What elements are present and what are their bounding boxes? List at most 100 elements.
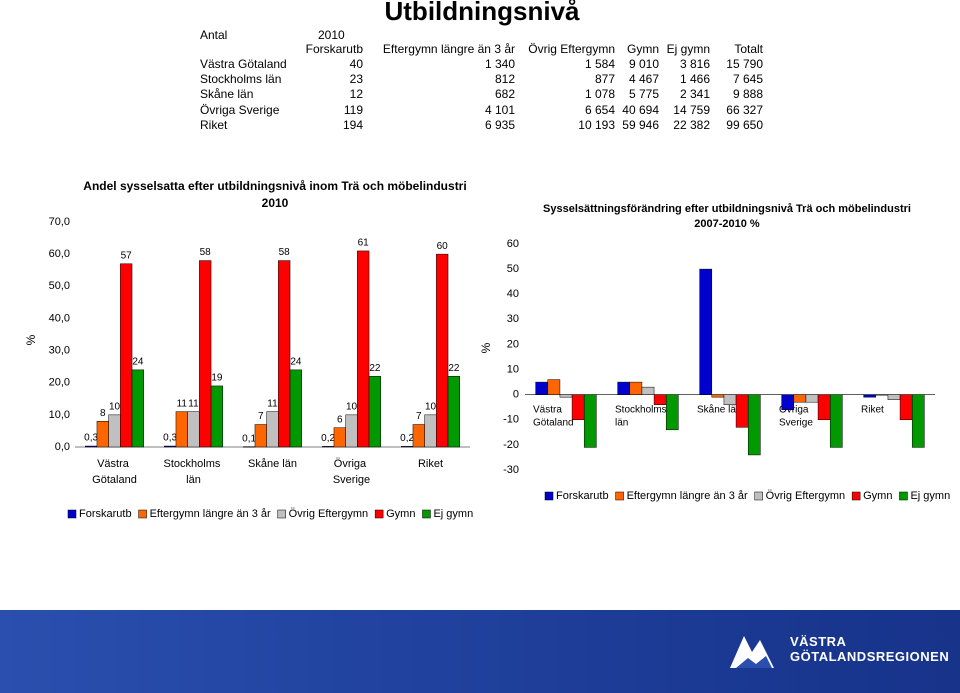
bar: [424, 414, 437, 448]
data-label: 19: [211, 373, 223, 384]
bar: [793, 394, 807, 403]
legend-swatch: [851, 491, 861, 501]
legend-label: Eftergymn längre än 3 år: [627, 490, 748, 502]
y-tick-label: 20: [507, 338, 519, 350]
legend-swatch: [754, 491, 763, 501]
legend-label: Gymn: [386, 508, 415, 520]
row-label: Västra Götaland: [200, 57, 287, 71]
data-label: 11: [188, 398, 199, 409]
table-cell: 1 340: [484, 57, 515, 71]
y-tick-label: 40,0: [49, 312, 70, 324]
table-cell: 1 584: [584, 57, 615, 71]
y-axis-label: %: [479, 342, 493, 353]
legend-label: Övrig Eftergymn: [289, 508, 368, 520]
bar: [108, 414, 121, 448]
y-tick-label: -10: [503, 414, 519, 426]
logo-wave: [736, 656, 772, 668]
table-cell: 6 654: [584, 102, 615, 117]
bar: [711, 394, 725, 398]
bar: [278, 260, 291, 448]
table-cell: 40 694: [622, 102, 659, 117]
table-cell: 682: [494, 87, 515, 102]
bar: [653, 394, 667, 405]
row-label: Stockholms län: [200, 72, 282, 87]
legend-label: Ej gymn: [910, 490, 950, 502]
data-label: 6: [337, 414, 343, 425]
bar: [641, 386, 655, 395]
legend-swatch: [544, 491, 554, 501]
table-cell: 22 382: [673, 117, 710, 132]
bar: [210, 385, 223, 448]
y-tick-label: 40: [507, 288, 519, 300]
data-label: 61: [358, 238, 370, 249]
bar: [571, 394, 585, 421]
table-cell: 10 193: [578, 117, 615, 132]
bar: [875, 394, 889, 396]
bar: [322, 446, 335, 448]
table-cell: 9 888: [732, 87, 763, 102]
bar: [829, 394, 843, 448]
y-tick-label: 0,0: [55, 441, 70, 453]
table-cell: 1 078: [584, 87, 615, 102]
row-label: Riket: [200, 117, 228, 132]
y-tick-label: 10: [507, 363, 519, 375]
y-tick-label: 20,0: [49, 377, 70, 389]
data-label: 7: [258, 411, 264, 422]
y-axis-label: %: [24, 334, 38, 345]
table-cell: 877: [594, 72, 615, 87]
bar: [583, 394, 597, 448]
table-cell: 3 816: [679, 57, 710, 71]
data-label: 8: [100, 408, 106, 419]
y-tick-label: 50: [507, 263, 519, 275]
table-cell: 4 467: [628, 72, 659, 87]
bar: [559, 394, 573, 398]
legend-swatch: [67, 509, 77, 519]
bar: [357, 250, 370, 448]
bar: [96, 421, 109, 448]
chart-subtitle: 2010: [262, 196, 289, 210]
y-tick-label: 60,0: [49, 248, 70, 260]
y-tick-label: 10,0: [49, 409, 70, 421]
bar: [723, 394, 737, 405]
legend-label: Forskarutb: [556, 490, 609, 502]
data-label: 57: [121, 250, 133, 261]
column-header: Eftergymn längre än 3 år: [382, 42, 515, 56]
chart-title: Sysselsättningsförändring efter utbildni…: [543, 203, 911, 215]
x-tick-label: Västra Götaland: [92, 458, 137, 486]
x-tick-label: Skåne län: [248, 458, 297, 470]
data-label: 7: [416, 411, 422, 422]
bar: [699, 268, 713, 395]
table-cell: 119: [343, 102, 363, 117]
legend-swatch: [277, 509, 286, 519]
table-cell: 66 327: [726, 102, 763, 117]
table-cell: 5 775: [628, 87, 659, 102]
y-tick-label: -30: [503, 464, 519, 476]
data-label: 10: [346, 401, 358, 412]
data-label: 58: [200, 247, 212, 258]
table-cell: 6 935: [484, 117, 515, 132]
logo-icon: [730, 636, 774, 668]
legend-label: Gymn: [863, 490, 892, 502]
table-cell: 2 341: [679, 87, 710, 102]
legend-label: Ej gymn: [433, 508, 473, 520]
x-tick-label: Riket: [418, 458, 443, 470]
bar: [120, 263, 133, 448]
data-label: 58: [279, 247, 291, 258]
bar: [412, 424, 425, 448]
column-header: Övrig Eftergymn: [528, 42, 615, 56]
y-tick-label: 50,0: [49, 280, 70, 292]
data-label: 22: [369, 363, 381, 374]
table-year: 2010: [318, 28, 345, 42]
bar: [436, 253, 449, 448]
bar: [863, 394, 877, 398]
y-tick-label: 30,0: [49, 344, 70, 356]
x-tick-label: Övriga Sverige: [333, 458, 370, 486]
row-label: Skåne län: [200, 87, 254, 102]
x-tick-label: Västra Götaland: [533, 404, 574, 428]
data-label: 10: [109, 401, 121, 412]
bar: [629, 381, 643, 395]
bar: [345, 414, 358, 448]
column-header: Gymn: [626, 42, 659, 56]
x-tick-label: Stockholms län: [615, 404, 669, 428]
